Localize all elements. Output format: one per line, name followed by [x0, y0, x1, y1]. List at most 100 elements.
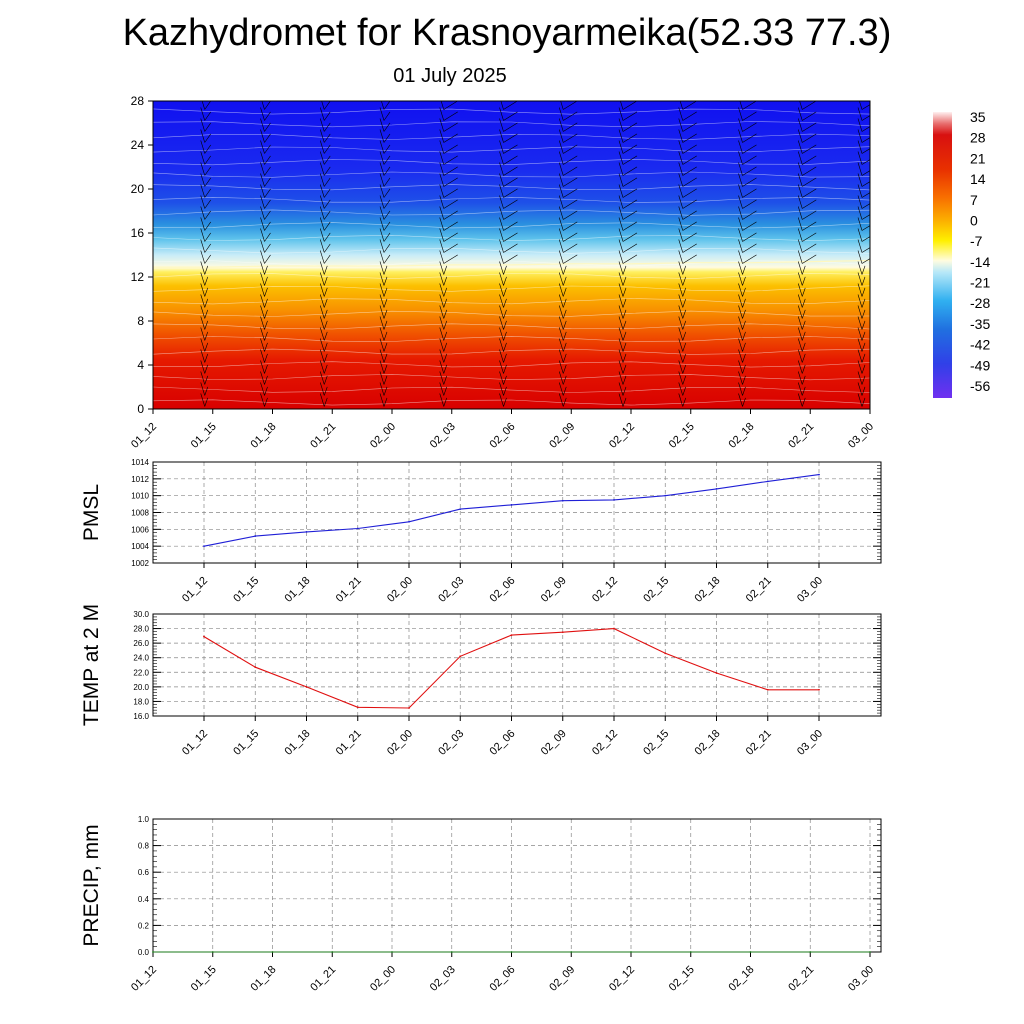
- wind-barb-shaft: [861, 309, 866, 319]
- wind-barb-shaft: [802, 122, 817, 132]
- colorbar-label: 35: [970, 109, 986, 125]
- wind-barb-staff: [499, 151, 504, 165]
- wind-barb-staff: [618, 283, 624, 297]
- data-point: [818, 688, 820, 691]
- wind-barb-shaft: [742, 199, 757, 209]
- data-point: [203, 635, 205, 638]
- colorbar-label: -49: [970, 357, 990, 373]
- wind-barb-shaft: [204, 386, 209, 396]
- wind-barb-shaft: [742, 331, 746, 341]
- wind-barb-shaft: [742, 111, 757, 121]
- wind-barb-shaft: [682, 133, 697, 143]
- wind-barb-shaft: [622, 210, 638, 220]
- isotherm-line: [153, 171, 870, 178]
- wind-barb-staff: [678, 338, 684, 352]
- wind-barb-staff: [319, 327, 325, 341]
- wind-barb-staff: [260, 338, 265, 352]
- wind-barb-staff: [319, 118, 325, 132]
- wind-barb-shaft: [563, 133, 578, 143]
- xtick-label: 02_00: [385, 575, 415, 605]
- wind-barb-shaft: [622, 375, 627, 385]
- wind-barb-staff: [319, 228, 325, 242]
- wind-barb-staff: [678, 327, 684, 341]
- ytick-label: 0.2: [138, 921, 150, 930]
- wind-barb-staff: [319, 173, 325, 187]
- wind-barb-shaft: [503, 144, 518, 154]
- ytick-label: 1.0: [138, 815, 150, 824]
- wind-barb-shaft: [801, 375, 806, 385]
- wind-barb-shaft: [324, 221, 331, 231]
- wind-barb-staff: [200, 316, 206, 330]
- wind-barb-shaft: [324, 133, 331, 143]
- wind-barb-shaft: [861, 298, 866, 308]
- wind-barb-staff: [439, 393, 445, 407]
- wind-barb-shaft: [383, 386, 388, 396]
- wind-barb-staff: [200, 228, 206, 242]
- wind-barb-staff: [440, 101, 445, 110]
- ytick-label: 30.0: [133, 610, 149, 619]
- xtick-label: 02_09: [547, 964, 577, 994]
- ytick-label: 0.4: [138, 895, 150, 904]
- data-point: [510, 951, 513, 953]
- wind-barb-shaft: [503, 155, 518, 165]
- isotherm-line: [153, 374, 870, 381]
- wind-barb-staff: [499, 250, 504, 264]
- wind-barb-shaft: [204, 221, 211, 231]
- data-point: [356, 706, 359, 709]
- wind-barb-shaft: [503, 375, 507, 385]
- xtick-label: 02_00: [368, 964, 398, 994]
- wind-barb-shaft: [801, 276, 806, 286]
- wind-barb-staff: [499, 206, 504, 220]
- wind-barb-shaft: [622, 122, 638, 132]
- wind-barb-staff: [379, 151, 385, 165]
- wind-barb-staff: [857, 228, 863, 242]
- wind-barb-shaft: [861, 159, 870, 165]
- ytick-label: 26.0: [133, 639, 149, 648]
- wind-barb-staff: [558, 349, 564, 363]
- wind-barb-staff: [379, 360, 385, 374]
- wind-barb-staff: [499, 195, 504, 209]
- wind-barb-shaft: [503, 320, 507, 330]
- wind-barb-shaft: [264, 144, 271, 154]
- colorbar-label: -7: [970, 233, 983, 249]
- wind-barb-shaft: [323, 375, 328, 385]
- wind-barb-shaft: [861, 375, 866, 385]
- wind-barb-staff: [499, 349, 504, 363]
- wind-barb-staff: [618, 371, 624, 385]
- wind-barb-shaft: [503, 188, 518, 198]
- wind-barb-shaft: [383, 155, 391, 165]
- wind-barb-staff: [379, 228, 385, 242]
- wind-barb-staff: [558, 360, 564, 374]
- wind-barb-staff: [260, 118, 265, 132]
- wind-barb-shaft: [323, 397, 328, 407]
- wind-barb-shaft: [563, 155, 578, 165]
- ytick-label: 0.6: [138, 868, 150, 877]
- wind-barb-staff: [439, 360, 445, 374]
- wind-barb-staff: [618, 107, 624, 121]
- wind-barb-staff: [260, 228, 265, 242]
- wind-barb-staff: [200, 382, 206, 396]
- wind-barb-staff: [678, 140, 684, 154]
- xtick-label: 02_12: [607, 964, 637, 994]
- wind-barb-shaft: [264, 375, 268, 385]
- wind-barb-staff: [857, 371, 863, 385]
- wind-barb-staff: [618, 140, 624, 154]
- wind-barb-shaft: [742, 210, 757, 220]
- wind-barb-shaft: [742, 375, 746, 385]
- ytick-label: 1002: [131, 559, 149, 568]
- wind-barb-shaft: [264, 254, 271, 264]
- wind-barb-staff: [319, 393, 325, 407]
- colorbar-label: -56: [970, 378, 990, 394]
- ytick-label: 1008: [131, 509, 149, 518]
- xs-xtick-label: 01_18: [249, 421, 279, 451]
- wind-barb-shaft: [264, 221, 271, 231]
- wind-barb-staff: [439, 151, 445, 165]
- data-point: [570, 951, 573, 953]
- wind-barb-shaft: [682, 265, 687, 275]
- wind-barb-staff: [260, 162, 265, 176]
- wind-barb-shaft: [861, 236, 870, 242]
- wind-barb-staff: [200, 195, 206, 209]
- data-point: [818, 473, 820, 476]
- wind-barb-staff: [678, 371, 684, 385]
- wind-barb-shaft: [324, 177, 331, 187]
